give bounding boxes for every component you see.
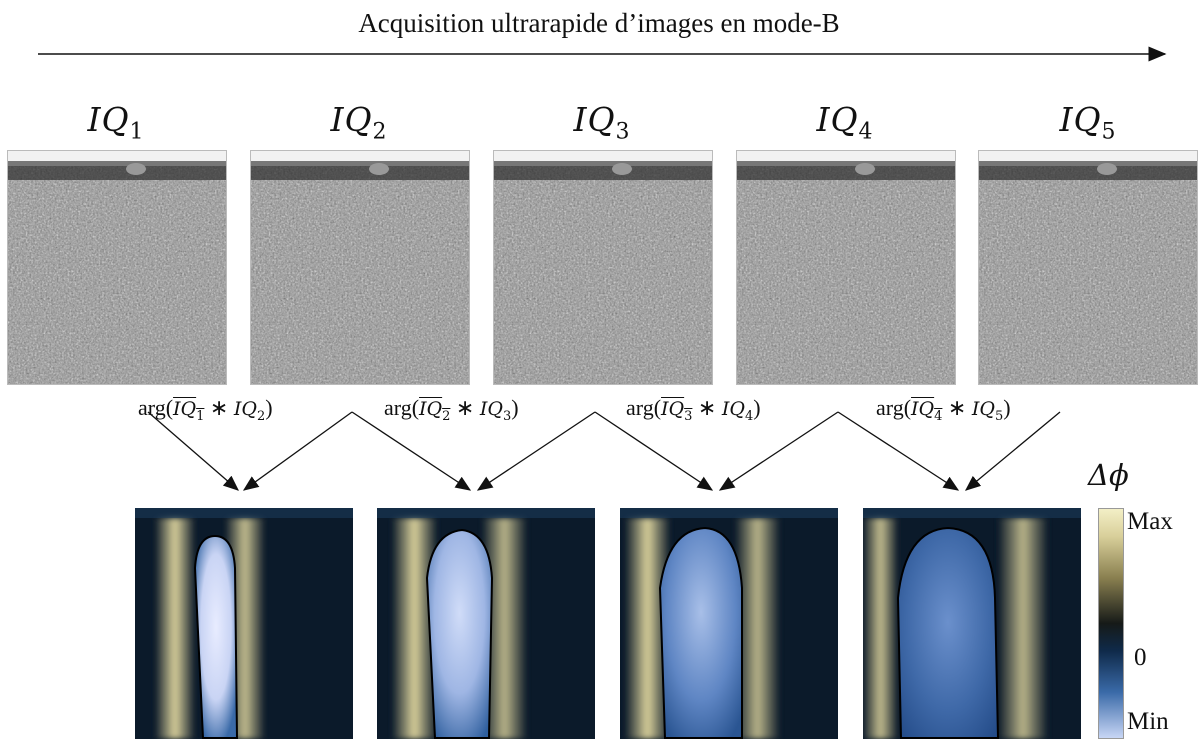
- phase-map-1: [135, 508, 353, 739]
- phase-map-2: [377, 508, 595, 739]
- colorbar-min-label: Min: [1127, 708, 1169, 735]
- bmode-image-4: [736, 150, 956, 385]
- connector-arrow: [351, 411, 472, 491]
- frame-label-2: IQ2: [330, 100, 388, 145]
- bmode-image-3: [493, 150, 713, 385]
- colorbar-zero-label: 0: [1134, 644, 1147, 671]
- bmode-image-5: [978, 150, 1198, 385]
- phase-map-4: [863, 508, 1081, 739]
- bmode-image-1: [7, 150, 227, 385]
- colorbar-max-label: Max: [1127, 508, 1173, 535]
- frame-label-4: IQ4: [816, 100, 874, 145]
- frame-label-5: IQ5: [1059, 100, 1117, 145]
- connector-arrow: [147, 411, 239, 491]
- operation-label-4: arg(IQ4 ∗ IQ5): [876, 395, 1011, 424]
- connector-arrow: [242, 411, 353, 491]
- connector-arrow: [594, 411, 714, 491]
- connector-arrows: [147, 411, 1061, 491]
- bmode-image-2: [250, 150, 470, 385]
- connector-arrow: [718, 411, 839, 491]
- frame-label-1: IQ1: [87, 100, 145, 145]
- frame-label-3: IQ3: [573, 100, 631, 145]
- colorbar-symbol: Δϕ: [1088, 458, 1129, 492]
- colorbar: [1098, 508, 1124, 739]
- phase-map-3: [620, 508, 838, 739]
- operation-label-2: arg(IQ2 ∗ IQ3): [384, 395, 519, 424]
- operation-label-3: arg(IQ3 ∗ IQ4): [626, 395, 761, 424]
- connector-arrow: [964, 411, 1061, 491]
- connector-arrow: [476, 411, 596, 491]
- connector-arrow: [837, 411, 960, 491]
- acquisition-title: Acquisition ultrarapide d’images en mode…: [358, 8, 840, 38]
- operation-label-1: arg(IQ1 ∗ IQ2): [138, 395, 273, 424]
